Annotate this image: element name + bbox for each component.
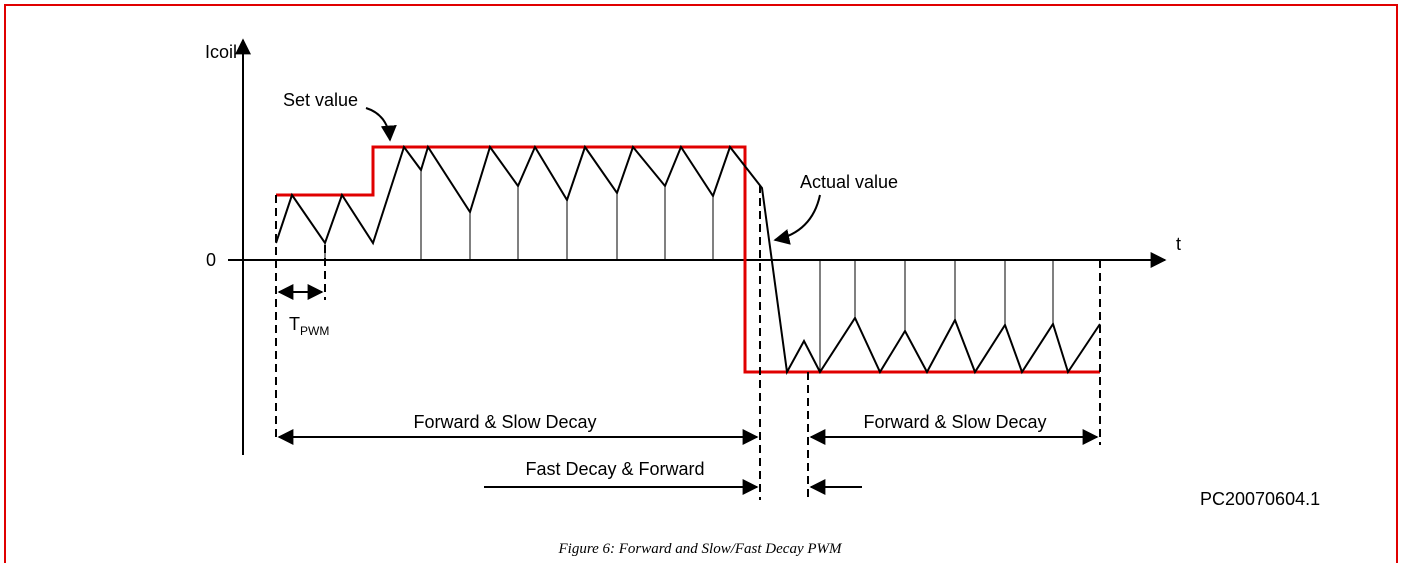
phase-label: Fast Decay & Forward [525,459,704,479]
period-label: TPWM [289,314,329,338]
set-value-label: Set value [283,90,358,110]
x-axis-label: t [1176,234,1181,254]
figure-id: PC20070604.1 [1200,489,1320,509]
set-value-line [276,145,1100,374]
period-lines [324,170,1054,372]
actual-value-label: Actual value [800,172,898,192]
y-axis-label: Icoil [205,42,237,62]
period-main: T [289,314,300,334]
frame [4,4,1398,563]
phase-label: Forward & Slow Decay [413,412,596,432]
origin-label: 0 [206,250,216,270]
actual-value-pointer [773,194,821,245]
actual-value-line [275,144,1101,376]
caption: Figure 6: Forward and Slow/Fast Decay PW… [557,541,843,557]
period-sub: PWM [300,324,329,338]
phase-label: Forward & Slow Decay [863,412,1046,432]
set-value-pointer [365,107,397,142]
